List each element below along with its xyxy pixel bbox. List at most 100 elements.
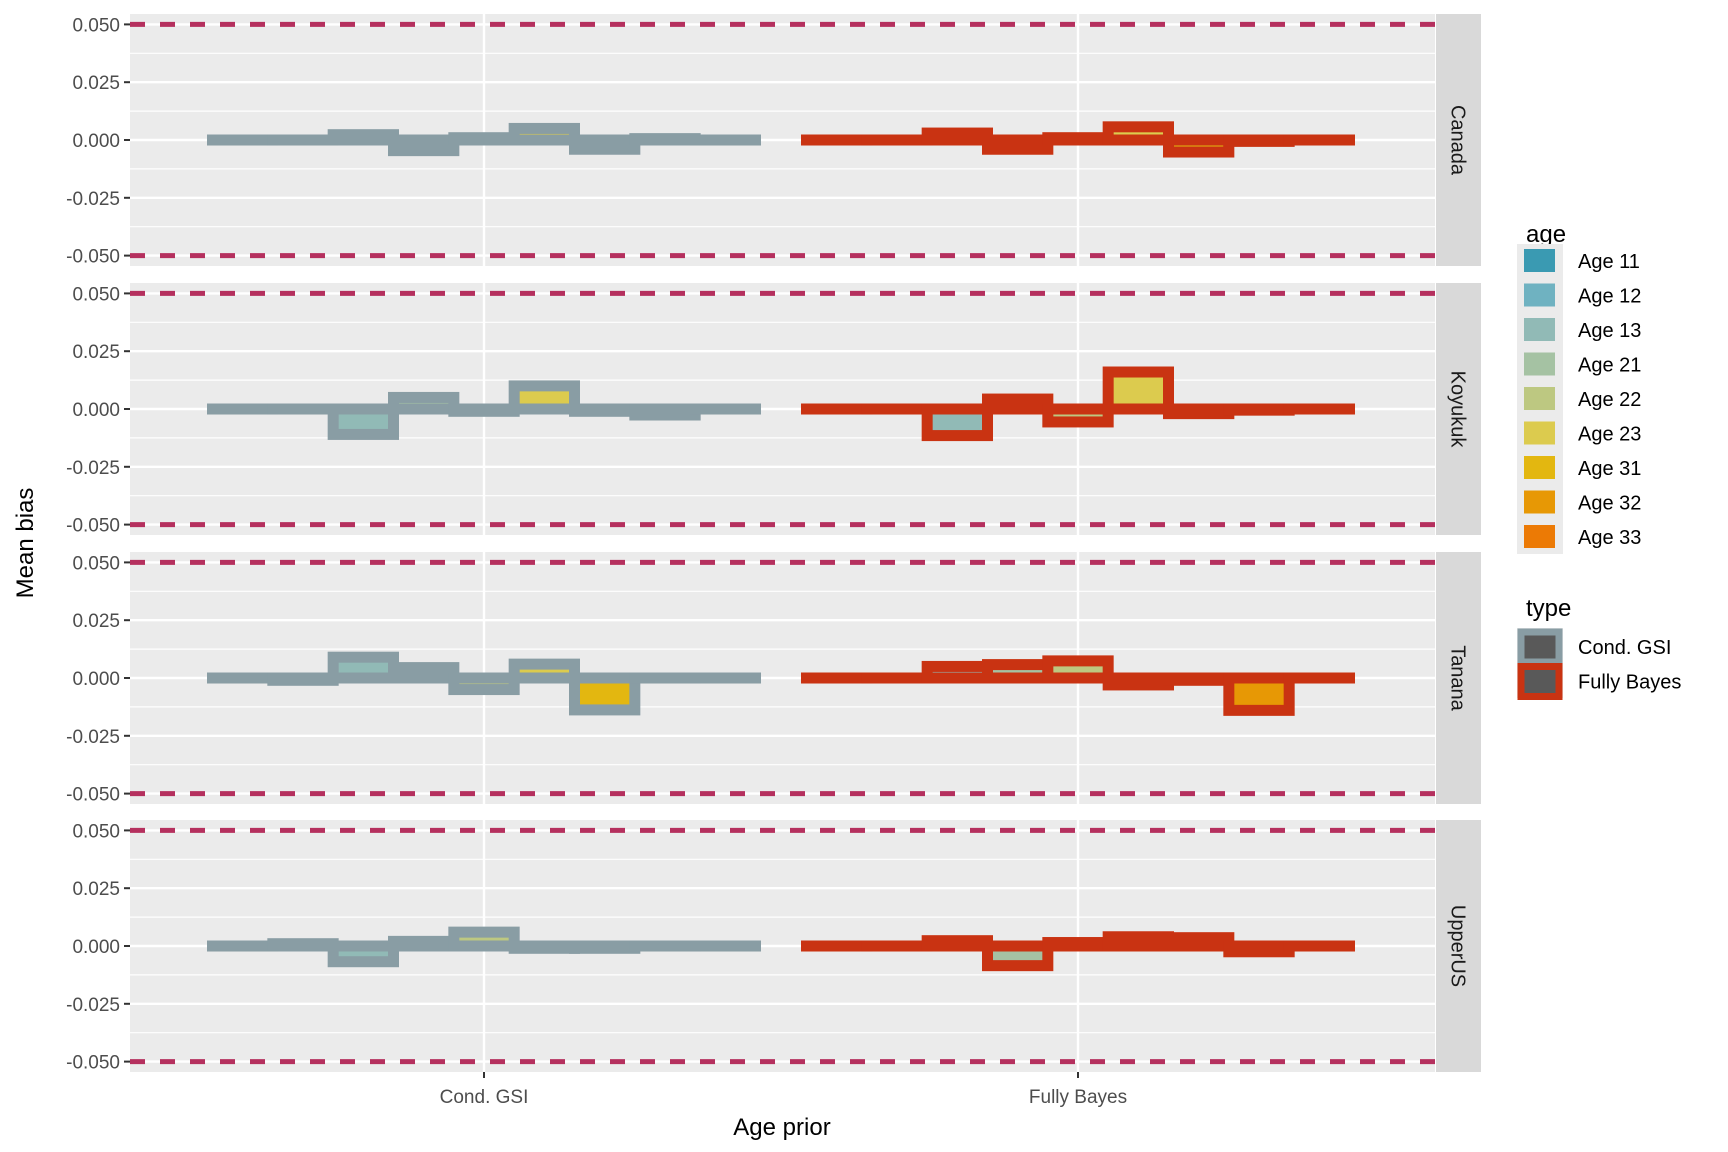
legend: age Age 11 Age 12 Age 13 Age 21 Age 22 Age 23 A… [1517, 221, 1681, 700]
y-tick-label: 0.025 [72, 611, 120, 632]
legend-age-label: Age 31 [1578, 458, 1641, 480]
facet-strip-label: Koyukuk [1447, 371, 1469, 449]
bar-cond-gsi-age-31 [569, 940, 641, 954]
legend-age-label: Age 22 [1578, 389, 1641, 411]
x-tick-label: Cond. GSI [440, 1087, 529, 1108]
bar-cond-gsi-age-13 [327, 403, 399, 440]
bar-cond-gsi-age-23 [508, 658, 581, 684]
y-tick-label: 0.000 [72, 400, 120, 421]
y-tick-label: 0.025 [72, 879, 120, 900]
facet-strip-label: Tanana [1447, 645, 1469, 711]
bar-fully-bayes-age-31 [1163, 672, 1235, 686]
legend-age-swatch [1524, 318, 1555, 341]
bar-fully-bayes-age-32 [1223, 403, 1295, 416]
facet-panel-koyukuk: 0.050 0.025 0.000 -0.025 -0.050 Koyukuk [66, 283, 1481, 537]
legend-age-swatch [1524, 525, 1555, 548]
legend-type-title: type [1526, 595, 1571, 622]
bar-fully-bayes-age-13 [921, 403, 994, 442]
bar-cond-gsi-age-31 [569, 403, 641, 417]
bar-fully-bayes-age-13 [921, 660, 994, 684]
legend-age-swatch [1524, 421, 1555, 445]
legend-type-swatch [1517, 628, 1563, 666]
bar-cond-gsi-age-31 [569, 672, 641, 716]
bar-cond-gsi-age-22 [448, 132, 520, 146]
bar-cond-gsi-age-22 [448, 672, 520, 696]
y-tick-label: 0.000 [72, 669, 120, 690]
bar-cond-gsi-age-22 [448, 403, 520, 417]
legend-age-title: age [1526, 221, 1566, 248]
bar-fully-bayes-age-21 [982, 659, 1054, 684]
y-tick-label: -0.050 [66, 785, 120, 806]
bar-cond-gsi-age-13 [327, 129, 399, 146]
bar-cond-gsi-age-21 [388, 662, 460, 684]
facet-strip [1436, 14, 1481, 266]
facet-strip [1436, 820, 1481, 1072]
bar-fully-bayes-age-21 [982, 134, 1054, 155]
facet-strip-label: UpperUS [1447, 905, 1469, 987]
legend-age-swatch [1524, 387, 1555, 410]
legend-age-swatch [1524, 456, 1555, 479]
y-tick-label: -0.050 [66, 247, 120, 268]
x-tick-label: Fully Bayes [1029, 1087, 1127, 1108]
legend-type-label: Fully Bayes [1578, 672, 1681, 694]
bar-fully-bayes-age-23 [1102, 672, 1174, 691]
bar-cond-gsi-age-32 [629, 403, 701, 421]
y-tick-label: -0.050 [66, 1053, 120, 1074]
y-tick-label: 0.050 [72, 284, 120, 305]
facet-strip [1436, 552, 1481, 804]
y-tick-label: -0.025 [66, 458, 120, 479]
y-tick-label: -0.025 [66, 995, 120, 1016]
bar-cond-gsi-age-31 [569, 134, 641, 155]
facet-strip-label: Canada [1447, 105, 1469, 176]
y-tick-label: 0.025 [72, 73, 120, 94]
bar-fully-bayes-age-23 [1102, 366, 1174, 415]
y-tick-label: -0.050 [66, 516, 120, 537]
bar-fully-bayes-age-32 [1223, 940, 1295, 958]
bar-fully-bayes-age-21 [982, 940, 1054, 972]
bar-fully-bayes-age-22 [1042, 403, 1114, 428]
bar-fully-bayes-age-32 [1223, 672, 1295, 716]
legend-age-label: Age 23 [1578, 424, 1641, 446]
legend-age-label: Age 11 [1578, 251, 1640, 273]
x-axis-title: Age prior [733, 1114, 830, 1141]
y-tick-label: 0.000 [72, 131, 120, 152]
bar-cond-gsi-age-21 [388, 391, 460, 415]
legend-age-label: Age 12 [1578, 286, 1641, 308]
bar-fully-bayes-age-22 [1042, 132, 1114, 146]
y-tick-label: 0.050 [72, 553, 120, 574]
bar-cond-gsi-age-22 [448, 926, 520, 952]
facet-panel-upperus: 0.050 0.025 0.000 -0.025 -0.050 UpperUS [66, 820, 1481, 1074]
bar-cond-gsi-age-21 [388, 134, 460, 157]
bar-cond-gsi-age-23 [508, 940, 581, 954]
legend-age-label: Age 21 [1578, 355, 1641, 377]
y-tick-label: 0.050 [72, 15, 120, 36]
legend-type-label: Cond. GSI [1578, 637, 1671, 659]
legend-age-label: Age 33 [1578, 527, 1641, 549]
facet-panel-canada: 0.050 0.025 0.000 -0.025 -0.050 Canada [66, 14, 1481, 268]
bar-fully-bayes-age-23 [1102, 121, 1174, 146]
bar-fully-bayes-age-32 [1223, 134, 1295, 147]
legend-age-label: Age 13 [1578, 320, 1641, 342]
y-tick-label: -0.025 [66, 727, 120, 748]
panels: 0.0500.0250.000-0.025-0.050Canada0.0500.… [66, 14, 1481, 1074]
bar-cond-gsi-age-23 [508, 380, 581, 415]
facet-panel-tanana: 0.050 0.025 0.000 -0.025 -0.050 Tanana [66, 552, 1481, 806]
y-tick-label: 0.025 [72, 342, 120, 363]
bar-cond-gsi-age-21 [388, 935, 460, 952]
legend-age-label: Age 32 [1578, 493, 1641, 515]
y-tick-label: -0.025 [66, 189, 120, 210]
legend-age-swatch [1524, 283, 1555, 307]
bar-fully-bayes-age-13 [921, 935, 994, 952]
bar-fully-bayes-age-13 [921, 127, 994, 146]
y-axis-title: Mean bias [12, 488, 39, 599]
bar-fully-bayes-age-31 [1163, 134, 1235, 158]
bar-fully-bayes-age-21 [982, 393, 1054, 415]
legend-type-swatch [1517, 663, 1563, 700]
bar-cond-gsi-age-12 [267, 672, 339, 686]
x-axis: Cond. GSI Fully Bayes [440, 1072, 1127, 1108]
bar-fully-bayes-age-22 [1042, 937, 1114, 952]
facet-strip [1436, 283, 1481, 535]
bar-cond-gsi-age-13 [327, 651, 399, 684]
bar-fully-bayes-age-31 [1163, 932, 1235, 952]
